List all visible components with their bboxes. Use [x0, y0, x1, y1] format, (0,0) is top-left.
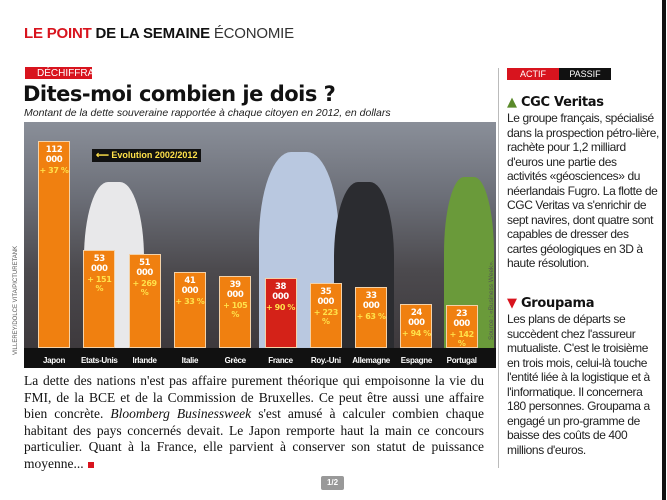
item-title: CGC Veritas: [520, 95, 604, 110]
body-text: La dette des nations n'est pas affaire p…: [24, 373, 484, 421]
bar-etats-unis: 53 000 + 151 %: [83, 250, 116, 348]
category-label: Espagne: [400, 356, 433, 365]
evolution-label: + 33 %: [175, 297, 205, 307]
category-label: Allemagne: [352, 356, 390, 365]
article-title: Dites-moi combien je dois ?: [23, 82, 336, 106]
value-label: 112 000: [45, 145, 63, 165]
category-label: France: [268, 356, 293, 365]
evolution-label: + 223 %: [313, 308, 339, 327]
bar-irlande: 51 000 + 269 %: [128, 253, 161, 348]
bar-allemagne: 33 000 + 63 %: [355, 287, 388, 348]
value-label: 41 000: [181, 276, 199, 297]
page-indicator[interactable]: 1/2: [321, 476, 344, 490]
bar-italie: 41 000 + 33 %: [173, 272, 206, 348]
actif-passif-tabs: ACTIF PASSIF: [507, 68, 611, 80]
chart-photo: ⟵ Evolution 2002/2012 112 000 + 37 % Japon…: [24, 122, 496, 368]
category-label: Roy.-Uni: [310, 356, 341, 365]
evolution-label: + 142 %: [449, 330, 475, 349]
tab-passif: PASSIF: [559, 68, 611, 80]
bar-france: 38 000 + 90 %: [264, 277, 297, 348]
value-label: 33 000: [362, 291, 380, 311]
item-text: Les plans de départs se succèdent chez l…: [507, 312, 650, 457]
evolution-label: + 63 %: [356, 312, 386, 321]
category-label: Irlande: [132, 356, 157, 365]
value-label: 35 000: [317, 287, 335, 308]
bar-portugal: 23 000 + 142 %: [445, 305, 478, 349]
arrow-up-icon: ▲: [507, 95, 517, 110]
body-italic: Bloomberg Businessweek: [110, 406, 252, 421]
body-text: s'est amusé à calculer combien chaque ha…: [24, 406, 484, 471]
kicker-label: DÉCHIFFRAGE: [25, 67, 109, 79]
chart-source: Source : «Business Week».: [488, 260, 495, 340]
evolution-label: + 105 %: [223, 300, 248, 319]
end-mark-icon: [87, 461, 94, 468]
scrollbar[interactable]: [662, 0, 666, 500]
value-label: 23 000: [453, 309, 470, 330]
value-label: 51 000: [136, 257, 153, 278]
item-text: Le groupe français, spécialisé dans la p…: [507, 111, 659, 270]
value-label: 38 000: [272, 281, 289, 302]
bar-roy.-uni: 35 000 + 223 %: [309, 283, 342, 348]
evolution-label: + 151 %: [87, 275, 112, 294]
section-header: LE POINT DE LA SEMAINE ÉCONOMIE: [24, 25, 294, 42]
sidebar-item-cgc: ▲ CGC Veritas Le groupe français, spécia…: [507, 95, 659, 271]
evolution-label: + 37 %: [39, 166, 69, 175]
value-label: 39 000: [226, 279, 244, 300]
evolution-label: + 269 %: [132, 278, 157, 297]
bar-japon: 112 000 + 37 %: [38, 141, 70, 348]
evolution-annotation: ⟵ Evolution 2002/2012: [92, 149, 202, 162]
category-label: Etats-Unis: [81, 356, 118, 365]
category-label: Italie: [181, 356, 199, 365]
column-divider: [498, 68, 499, 468]
category-label: Grèce: [224, 356, 246, 365]
evolution-label: + 94 %: [401, 328, 431, 338]
evolution-label: Evolution 2002/2012: [111, 150, 198, 160]
value-label: 53 000: [91, 254, 108, 275]
category-label: Japon: [42, 356, 66, 365]
article-body: La dette des nations n'est pas affaire p…: [24, 373, 484, 472]
category-label: Portugal: [446, 356, 477, 365]
value-label: 24 000: [408, 307, 425, 328]
sidebar-item-groupama: ▼ Groupama Les plans de départs se succè…: [507, 296, 659, 457]
bar-grèce: 39 000 + 105 %: [219, 275, 252, 348]
photo-credit: VILLEREY/DOLCE VITA/PICTURETANK: [13, 245, 19, 355]
evolution-label: + 90 %: [265, 302, 296, 312]
arrow-down-icon: ▼: [507, 296, 517, 311]
chart-subtitle: Montant de la dette souveraine rapportée…: [24, 107, 391, 119]
bar-espagne: 24 000 + 94 %: [400, 303, 433, 348]
tab-actif: ACTIF: [507, 68, 559, 80]
item-title: Groupama: [520, 296, 595, 311]
category-strip: [24, 348, 496, 368]
